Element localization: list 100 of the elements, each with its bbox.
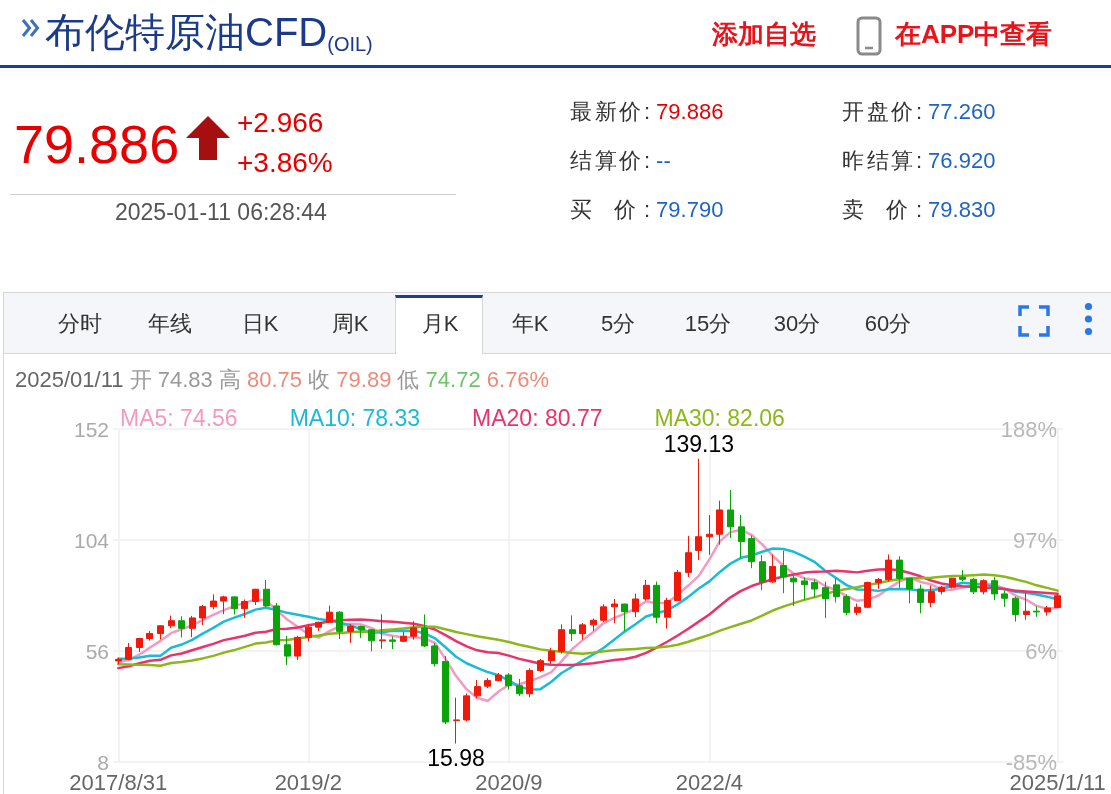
candlestick xyxy=(284,635,291,666)
candlestick xyxy=(885,554,892,583)
candlestick xyxy=(759,554,766,591)
text: 日K xyxy=(240,311,280,336)
candlestick xyxy=(822,581,829,619)
candlestick xyxy=(157,624,164,640)
candlestick xyxy=(1001,589,1008,608)
candlestick xyxy=(453,697,460,745)
candlestick xyxy=(326,605,333,624)
text: 买 价: 79.790 xyxy=(570,197,724,222)
candlestick xyxy=(611,598,618,624)
text: MA5: 74.56 xyxy=(120,404,238,431)
candlestick xyxy=(790,575,797,607)
candlestick xyxy=(442,655,449,725)
candlestick xyxy=(928,585,935,608)
text: 添加自选 xyxy=(712,19,816,49)
text: 结算价: -- xyxy=(570,148,671,173)
candlestick xyxy=(178,615,185,639)
candlestick xyxy=(136,637,143,653)
candlestick xyxy=(1012,596,1019,623)
candlestick xyxy=(748,534,755,569)
candlestick xyxy=(1054,593,1061,609)
candlestick xyxy=(495,672,502,682)
candlestick xyxy=(600,603,607,623)
candlestick xyxy=(558,623,565,655)
candlestick xyxy=(938,585,945,595)
candlestick xyxy=(896,555,903,589)
annotation: 15.98 xyxy=(427,745,485,772)
candlestick xyxy=(336,610,343,640)
text: 2025/01/11 开 74.83 高 80.75 收 79.89 低 74.72 6.76% xyxy=(15,367,550,392)
text: 79.886 xyxy=(14,114,180,174)
y-tick-label: 56 xyxy=(85,639,109,663)
text: 最新价: 79.886 xyxy=(570,99,724,124)
candlestick xyxy=(400,631,407,643)
candlestick xyxy=(674,569,681,602)
annotation: 139.13 xyxy=(663,431,735,458)
candlestick xyxy=(273,602,280,646)
candlestick xyxy=(1044,605,1051,617)
candlestick xyxy=(1033,605,1040,618)
candlestick xyxy=(991,576,998,601)
candlestick xyxy=(854,603,861,616)
y2-tick-label: 97% xyxy=(1012,527,1057,553)
text: 昨结算: 76.920 xyxy=(842,148,996,173)
candlestick xyxy=(590,618,597,632)
text: 年线 xyxy=(147,311,193,336)
y2-tick-label: 188% xyxy=(1000,416,1057,442)
candlestick xyxy=(780,550,787,594)
text: MA10: 78.33 xyxy=(289,404,421,431)
candlestick xyxy=(769,554,776,584)
text: 年K xyxy=(510,311,550,336)
text: 卖 价: 79.830 xyxy=(842,197,996,222)
candlestick xyxy=(579,622,586,641)
text: 15分 xyxy=(683,311,733,336)
text: MA20: 80.77 xyxy=(472,404,603,431)
candlestick xyxy=(548,647,555,665)
candlestick xyxy=(906,577,913,604)
chart-title: 布伦特原油CFD$_{(OIL)}$ xyxy=(45,10,373,55)
y-tick-label: 152 xyxy=(73,417,109,441)
text: 月K xyxy=(420,311,460,336)
candlestick xyxy=(716,500,723,546)
text: 60分 xyxy=(863,311,913,336)
candlestick xyxy=(949,577,956,590)
candlestick xyxy=(843,593,850,616)
candlestick xyxy=(685,535,692,578)
candlestick xyxy=(864,581,871,609)
candlestick xyxy=(410,620,417,641)
candlestick xyxy=(358,625,365,639)
candlestick xyxy=(505,672,512,691)
candlestick xyxy=(115,657,122,665)
x-tick-label: 2020/9 xyxy=(475,769,543,794)
candlestick xyxy=(305,623,312,642)
candlestick xyxy=(315,621,322,632)
candlestick xyxy=(970,577,977,595)
candlestick xyxy=(621,603,628,632)
candlestick xyxy=(516,678,523,697)
candlestick xyxy=(811,578,818,599)
candlestick xyxy=(125,642,132,661)
text: 2025-01-11 06:28:44 xyxy=(115,199,327,225)
candlestick xyxy=(463,692,470,723)
text: MA30: 82.06 xyxy=(654,404,785,431)
candlestick xyxy=(220,595,227,615)
x-tick-label: 2022/4 xyxy=(675,769,744,794)
candlestick xyxy=(917,584,924,614)
text: 周K xyxy=(330,311,370,336)
candlestick xyxy=(959,569,966,582)
candlestick xyxy=(980,578,987,595)
candlestick xyxy=(294,635,301,661)
candlestick xyxy=(210,593,217,610)
text: 开盘价: 77.260 xyxy=(842,99,996,124)
candlestick xyxy=(727,489,734,539)
candlestick xyxy=(189,615,196,638)
candlestick xyxy=(695,458,702,561)
text: +3.86% xyxy=(237,147,333,178)
candlestick xyxy=(252,588,259,606)
candlestick xyxy=(706,514,713,556)
y2-tick-label: 6% xyxy=(1025,638,1057,664)
candlestick xyxy=(569,614,576,642)
candlestick xyxy=(199,604,206,626)
candlestick xyxy=(537,658,544,673)
candlestick xyxy=(833,577,840,603)
